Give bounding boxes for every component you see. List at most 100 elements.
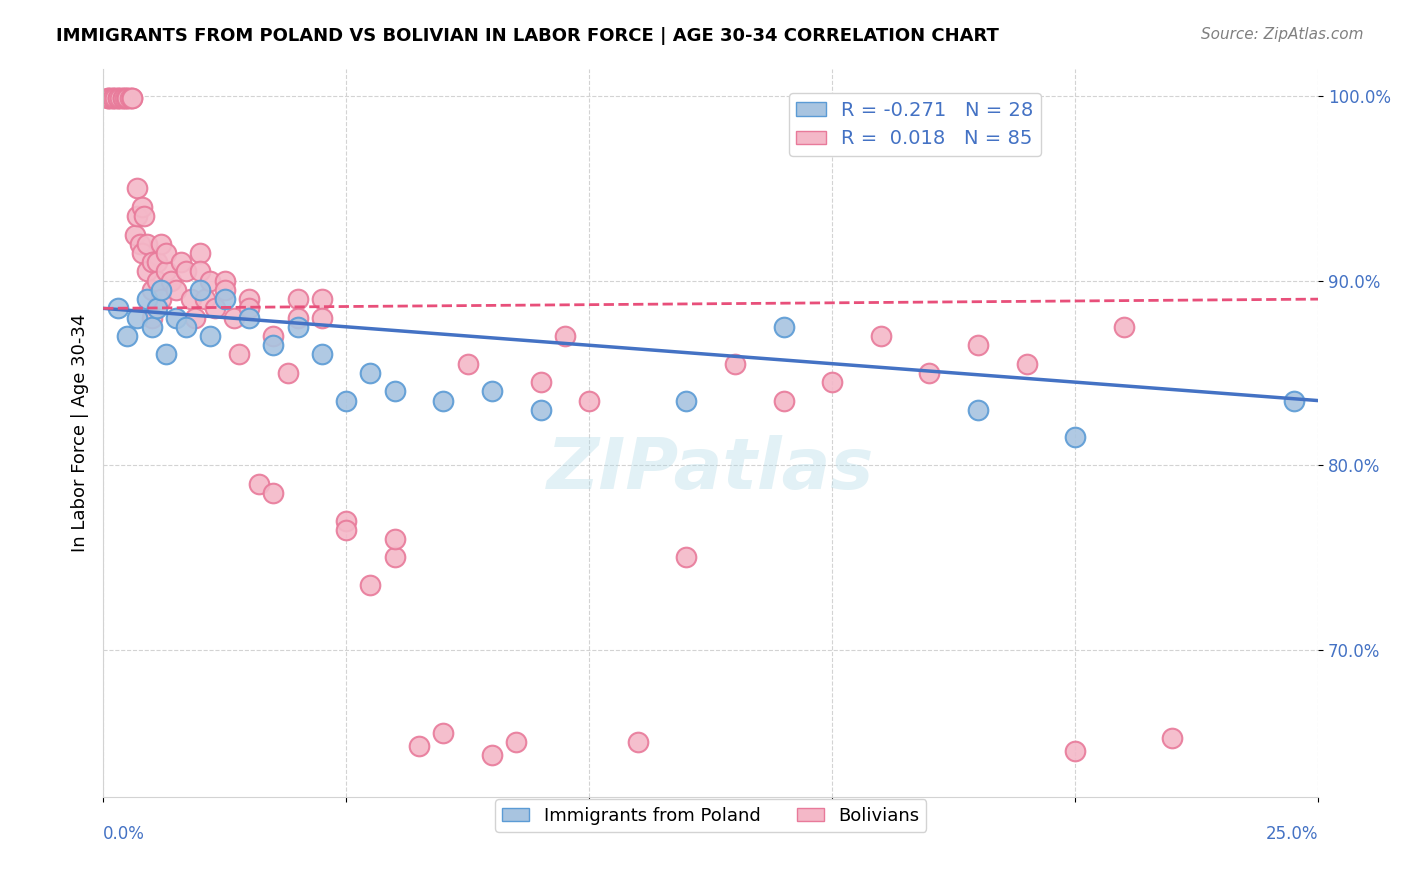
Point: [174, 319, 197, 334]
Point: [145, 274, 167, 288]
Point: [1282, 393, 1305, 408]
Point: [675, 550, 697, 565]
Point: [1161, 731, 1184, 746]
Point: [262, 329, 284, 343]
Point: [134, 209, 156, 223]
Point: [117, 91, 139, 105]
Point: [141, 310, 163, 325]
Point: [141, 255, 163, 269]
Point: [578, 393, 600, 408]
Point: [287, 319, 309, 334]
Point: [247, 476, 270, 491]
Point: [128, 236, 150, 251]
Point: [311, 292, 333, 306]
Point: [724, 357, 747, 371]
Point: [214, 274, 236, 288]
Point: [107, 91, 129, 105]
Point: [287, 292, 309, 306]
Point: [238, 301, 260, 316]
Point: [121, 91, 143, 105]
Point: [188, 283, 211, 297]
Point: [141, 283, 163, 297]
Point: [529, 375, 551, 389]
Point: [165, 283, 187, 297]
Point: [174, 264, 197, 278]
Point: [359, 578, 381, 592]
Point: [131, 246, 153, 260]
Point: [432, 393, 454, 408]
Point: [135, 264, 157, 278]
Point: [118, 91, 141, 105]
Point: [335, 523, 357, 537]
Point: [114, 91, 136, 105]
Point: [228, 347, 250, 361]
Point: [127, 181, 149, 195]
Point: [214, 292, 236, 306]
Point: [127, 310, 149, 325]
Point: [432, 725, 454, 739]
Point: [111, 91, 134, 105]
Point: [675, 393, 697, 408]
Point: [1064, 744, 1087, 758]
Point: [170, 255, 193, 269]
Point: [627, 735, 650, 749]
Point: [150, 236, 173, 251]
Point: [135, 236, 157, 251]
Point: [117, 329, 139, 343]
Point: [335, 393, 357, 408]
Point: [918, 366, 941, 380]
Point: [1064, 430, 1087, 444]
Point: [384, 532, 406, 546]
Text: ZIPatlas: ZIPatlas: [547, 434, 875, 504]
Point: [529, 402, 551, 417]
Point: [262, 486, 284, 500]
Y-axis label: In Labor Force | Age 30-34: In Labor Force | Age 30-34: [72, 314, 89, 552]
Point: [224, 310, 246, 325]
Point: [160, 274, 183, 288]
Point: [97, 91, 120, 105]
Point: [107, 301, 129, 316]
Point: [141, 319, 163, 334]
Point: [262, 338, 284, 352]
Point: [111, 91, 134, 105]
Point: [97, 91, 120, 105]
Point: [145, 255, 167, 269]
Point: [1015, 357, 1038, 371]
Point: [311, 310, 333, 325]
Point: [408, 739, 430, 753]
Point: [101, 91, 124, 105]
Point: [384, 384, 406, 399]
Point: [155, 246, 177, 260]
Point: [155, 347, 177, 361]
Point: [101, 91, 124, 105]
Point: [214, 283, 236, 297]
Point: [481, 747, 503, 762]
Point: [150, 292, 173, 306]
Point: [481, 384, 503, 399]
Point: [198, 329, 221, 343]
Point: [277, 366, 299, 380]
Point: [150, 283, 173, 297]
Point: [108, 91, 131, 105]
Point: [194, 292, 217, 306]
Point: [180, 292, 202, 306]
Point: [131, 200, 153, 214]
Point: [127, 209, 149, 223]
Point: [117, 91, 139, 105]
Point: [104, 91, 127, 105]
Point: [238, 310, 260, 325]
Point: [772, 393, 794, 408]
Point: [188, 246, 211, 260]
Text: 0.0%: 0.0%: [103, 825, 145, 843]
Point: [967, 402, 990, 417]
Point: [145, 301, 167, 316]
Point: [198, 274, 221, 288]
Point: [188, 264, 211, 278]
Point: [287, 310, 309, 325]
Point: [100, 91, 122, 105]
Point: [457, 357, 479, 371]
Legend: Immigrants from Poland, Bolivians: Immigrants from Poland, Bolivians: [495, 799, 927, 832]
Text: IMMIGRANTS FROM POLAND VS BOLIVIAN IN LABOR FORCE | AGE 30-34 CORRELATION CHART: IMMIGRANTS FROM POLAND VS BOLIVIAN IN LA…: [56, 27, 1000, 45]
Point: [869, 329, 891, 343]
Point: [238, 292, 260, 306]
